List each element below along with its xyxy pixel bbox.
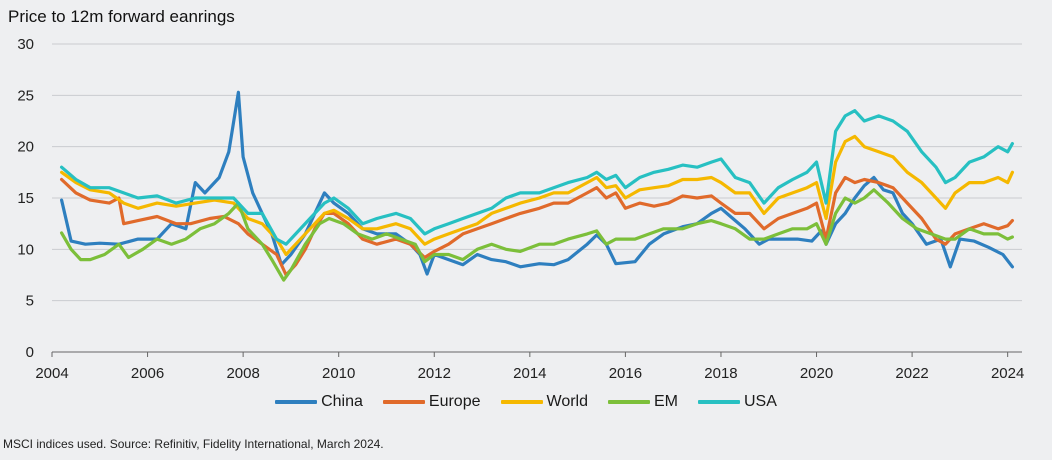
series-line-world bbox=[60, 134, 1014, 257]
source-note: MSCI indices used. Source: Refinitiv, Fi… bbox=[3, 437, 384, 451]
legend-swatch bbox=[382, 400, 425, 404]
y-tick-label: 0 bbox=[26, 344, 34, 361]
legend-label: World bbox=[546, 393, 589, 410]
legend-label: Europe bbox=[428, 393, 481, 410]
legend-label: USA bbox=[744, 393, 777, 410]
legend-swatch bbox=[608, 400, 650, 404]
y-tick-label: 30 bbox=[17, 36, 34, 53]
x-tick-label: 2006 bbox=[131, 365, 164, 382]
legend-item-china: China bbox=[275, 393, 363, 411]
y-tick-label: 5 bbox=[26, 293, 34, 310]
y-tick-label: 10 bbox=[17, 241, 34, 258]
legend: China Europe World EM USA bbox=[0, 393, 1052, 411]
x-tick-label: 2024 bbox=[991, 365, 1024, 382]
x-tick-label: 2014 bbox=[513, 365, 546, 382]
x-tick-label: 2022 bbox=[895, 365, 928, 382]
chart-title: Price to 12m forward eanrings bbox=[8, 7, 235, 26]
series-line-europe bbox=[60, 175, 1014, 277]
x-tick-label: 2016 bbox=[609, 365, 642, 382]
axes: 0 5 10 15 20 25 30 2004 2006 2008 2010 2012 2014 2016… bbox=[17, 36, 1024, 382]
series-line-usa bbox=[60, 109, 1014, 246]
x-tick-label: 2010 bbox=[322, 365, 355, 382]
series-line-china bbox=[60, 90, 1014, 276]
legend-item-europe: Europe bbox=[382, 393, 481, 411]
x-tick-label: 2008 bbox=[226, 365, 259, 382]
series-lines bbox=[60, 90, 1014, 282]
x-tick-label: 2018 bbox=[704, 365, 737, 382]
line-chart: 0 5 10 15 20 25 30 2004 2006 2008 2010 2012 2014 2016… bbox=[17, 36, 1024, 382]
series-line-em bbox=[60, 188, 1014, 282]
legend-label: EM bbox=[654, 393, 678, 410]
grid-lines bbox=[52, 43, 1022, 302]
y-tick-label: 20 bbox=[17, 139, 34, 156]
y-tick-label: 25 bbox=[17, 87, 34, 104]
legend-label: China bbox=[321, 393, 363, 410]
legend-item-world: World bbox=[500, 393, 589, 411]
legend-swatch bbox=[275, 400, 318, 404]
legend-item-em: EM bbox=[608, 393, 678, 411]
x-tick-label: 2004 bbox=[35, 365, 68, 382]
legend-swatch bbox=[698, 400, 740, 404]
y-tick-label: 15 bbox=[17, 190, 34, 207]
x-tick-label: 2020 bbox=[800, 365, 833, 382]
legend-swatch bbox=[500, 400, 543, 404]
x-tick-label: 2012 bbox=[418, 365, 451, 382]
legend-item-usa: USA bbox=[698, 393, 777, 411]
